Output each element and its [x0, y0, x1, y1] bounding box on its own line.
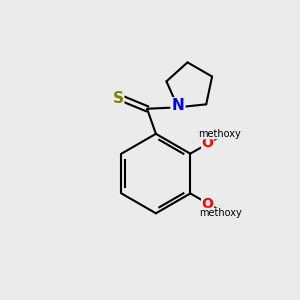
- Text: methoxy: methoxy: [199, 208, 242, 218]
- Text: O: O: [202, 136, 214, 150]
- Text: S: S: [113, 91, 124, 106]
- Text: methoxy: methoxy: [198, 129, 241, 139]
- Text: N: N: [172, 98, 184, 113]
- Text: N: N: [172, 98, 184, 113]
- Text: O: O: [202, 197, 214, 211]
